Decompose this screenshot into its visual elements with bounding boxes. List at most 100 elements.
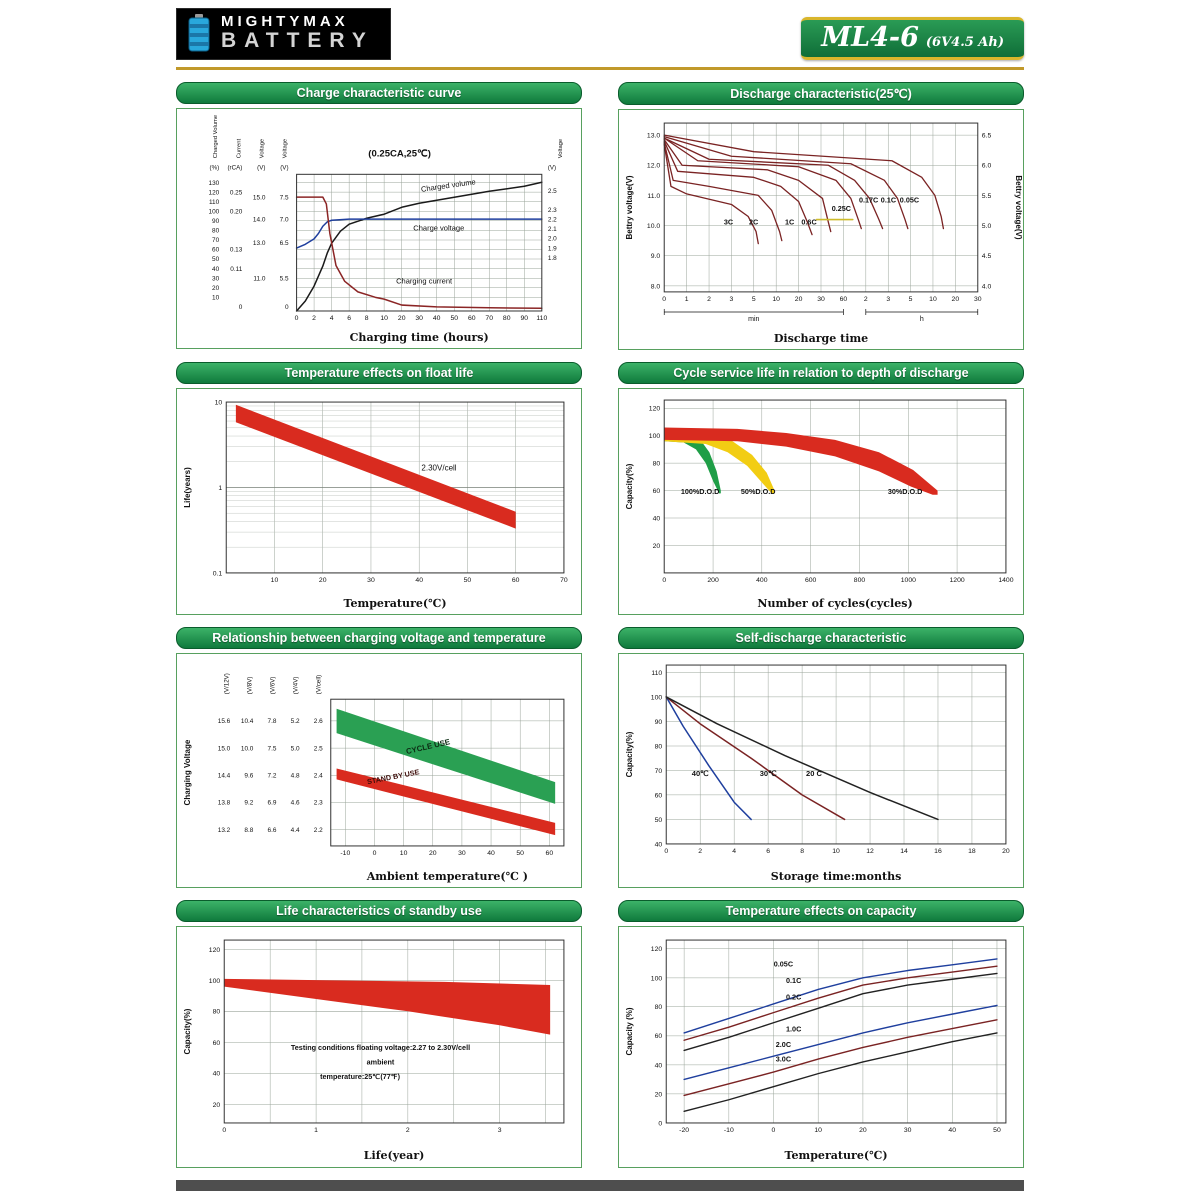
svg-text:Testing conditions floating vo: Testing conditions floating voltage:2.27… — [291, 1043, 470, 1052]
svg-text:80: 80 — [212, 228, 220, 235]
svg-text:h: h — [920, 316, 924, 323]
svg-text:100: 100 — [651, 976, 663, 983]
svg-text:0: 0 — [295, 315, 299, 322]
svg-text:11.0: 11.0 — [647, 193, 660, 200]
svg-text:Storage time:months: Storage time:months — [771, 870, 902, 883]
svg-text:40: 40 — [433, 315, 441, 322]
svg-text:8: 8 — [800, 848, 804, 855]
svg-text:400: 400 — [756, 577, 768, 584]
brand-subname: BATTERY — [221, 28, 374, 52]
standby-life-chart: 0 1 2 3 120 100 80 60 40 20 Testing conditions flo… — [183, 939, 565, 1163]
header: MIGHTYMAX BATTERY ML4-6 (6V4.5 Ah) — [176, 8, 1024, 70]
svg-text:1400: 1400 — [998, 577, 1013, 584]
svg-text:40: 40 — [213, 1071, 221, 1078]
svg-text:80: 80 — [655, 744, 663, 751]
svg-text:13.0: 13.0 — [253, 240, 266, 247]
svg-text:13.8: 13.8 — [218, 800, 231, 807]
svg-text:100%D.O.D: 100%D.O.D — [681, 487, 720, 496]
svg-text:(V/cell): (V/cell) — [316, 675, 323, 694]
svg-text:10.0: 10.0 — [647, 223, 660, 230]
svg-text:0.20: 0.20 — [230, 208, 243, 215]
svg-text:15.0: 15.0 — [253, 195, 266, 202]
svg-text:30: 30 — [974, 296, 982, 303]
discharge-characteristic-chart: 0 1 2 3 5 10 20 30 60 2 3 5 10 20 30 13.0 6.5 12.0 6.0 11.0… — [625, 122, 1022, 345]
svg-text:2.3: 2.3 — [314, 800, 323, 807]
svg-text:2: 2 — [698, 848, 702, 855]
svg-text:2: 2 — [864, 296, 868, 303]
svg-text:10: 10 — [380, 315, 388, 322]
svg-text:ambient: ambient — [367, 1058, 395, 1067]
svg-text:600: 600 — [805, 577, 817, 584]
svg-text:Capacity (%): Capacity (%) — [625, 1008, 634, 1056]
svg-text:2.5: 2.5 — [548, 188, 557, 195]
svg-text:60: 60 — [213, 1040, 221, 1047]
charging-voltage-temperature-chart: -10 0 10 20 30 40 50 60 15.6 15.0 14.4 13.8 13.2 (V/1… — [183, 673, 565, 883]
chart-box: 0 1 2 3 120 100 80 60 40 20 Testing conditions flo… — [176, 926, 582, 1168]
chart-box: -10 0 10 20 30 40 50 60 15.6 15.0 14.4 13.8 13.2 (V/1… — [176, 653, 582, 889]
svg-text:3.0C: 3.0C — [776, 1055, 792, 1064]
chart-box: 0 1 2 3 5 10 20 30 60 2 3 5 10 20 30 13.0 6.5 12.0 6.0 11.0… — [618, 109, 1024, 351]
svg-text:80: 80 — [653, 461, 661, 468]
svg-text:30%D.O.D: 30%D.O.D — [888, 487, 923, 496]
svg-text:100: 100 — [651, 695, 663, 702]
self-discharge-chart: 0 2 4 6 8 10 12 14 16 18 20 110 100 90 80 70 60 50 40 40℃ 30… — [625, 664, 1010, 883]
svg-text:Number of cycles(cycles): Number of cycles(cycles) — [757, 597, 912, 610]
svg-text:5.2: 5.2 — [291, 718, 300, 725]
svg-text:(V/4V): (V/4V) — [293, 677, 300, 695]
svg-text:9.0: 9.0 — [651, 253, 661, 260]
svg-text:Voltage: Voltage — [259, 139, 265, 158]
svg-text:10: 10 — [814, 1127, 822, 1134]
svg-text:100: 100 — [649, 433, 661, 440]
svg-text:4.4: 4.4 — [291, 827, 300, 834]
svg-text:10: 10 — [215, 400, 223, 407]
svg-text:7.2: 7.2 — [268, 773, 277, 780]
svg-text:9.2: 9.2 — [244, 800, 253, 807]
model-spec: (6V4.5 Ah) — [925, 35, 1004, 50]
svg-text:60: 60 — [212, 247, 220, 254]
svg-text:60: 60 — [546, 850, 554, 857]
svg-text:min: min — [748, 316, 759, 323]
panel-float-life: Temperature effects on float life 10 20 30… — [176, 362, 582, 616]
svg-text:5: 5 — [752, 296, 756, 303]
svg-text:60: 60 — [840, 296, 848, 303]
svg-text:6: 6 — [766, 848, 770, 855]
svg-text:40: 40 — [655, 842, 663, 849]
panel-charge-characteristic: Charge characteristic curve 0 2 4 6 8 10 20 30 4… — [176, 82, 582, 350]
svg-text:50: 50 — [450, 315, 458, 322]
svg-text:20: 20 — [859, 1127, 867, 1134]
chart-box: 0 2 4 6 8 10 20 30 40 50 60 70 80 90 110 130 120 110 100 90… — [176, 108, 582, 350]
svg-text:7.0: 7.0 — [280, 217, 289, 224]
svg-text:800: 800 — [854, 577, 866, 584]
footer-bar — [176, 1179, 1024, 1191]
svg-text:10: 10 — [400, 850, 408, 857]
svg-text:6.9: 6.9 — [268, 800, 277, 807]
battery-icon — [187, 14, 211, 52]
svg-text:0: 0 — [285, 304, 289, 311]
svg-text:0.05C: 0.05C — [774, 960, 794, 969]
svg-text:80: 80 — [213, 1009, 221, 1016]
svg-text:5.5: 5.5 — [280, 275, 289, 282]
svg-text:30: 30 — [458, 850, 466, 857]
svg-text:10.0: 10.0 — [241, 746, 254, 753]
panel-title-discharge: Discharge characteristic(25℃) — [618, 82, 1024, 105]
svg-text:10: 10 — [212, 295, 220, 302]
svg-text:4: 4 — [330, 315, 334, 322]
chart-title: Temperature effects on capacity — [725, 904, 917, 919]
svg-text:40: 40 — [653, 516, 661, 523]
svg-text:3: 3 — [730, 296, 734, 303]
svg-text:20: 20 — [653, 543, 661, 550]
svg-text:0.2C: 0.2C — [786, 993, 802, 1002]
panel-cycle-service-life: Cycle service life in relation to depth … — [618, 362, 1024, 616]
panel-standby-life: Life characteristics of standby use 0 1 2 3… — [176, 900, 582, 1168]
svg-text:0.1C: 0.1C — [786, 976, 802, 985]
chart-title: Life characteristics of standby use — [276, 904, 482, 919]
svg-text:60: 60 — [468, 315, 476, 322]
svg-text:4.0: 4.0 — [982, 283, 992, 290]
svg-text:Charging current: Charging current — [396, 277, 453, 286]
svg-text:Capacity(%): Capacity(%) — [625, 463, 634, 509]
svg-text:40: 40 — [948, 1127, 956, 1134]
svg-text:0.17C: 0.17C — [859, 195, 879, 204]
svg-text:90: 90 — [655, 719, 663, 726]
svg-text:Current: Current — [236, 138, 242, 158]
